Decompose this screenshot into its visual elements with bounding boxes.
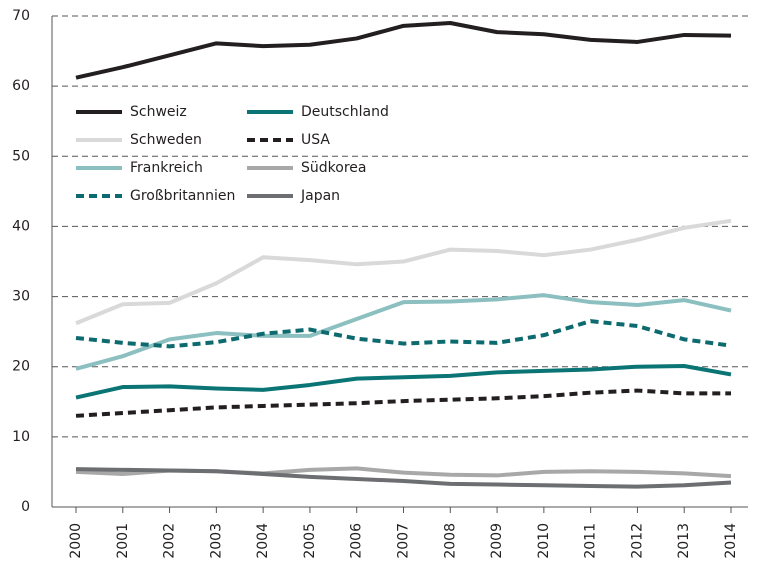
y-tick-label: 10 [12, 429, 30, 445]
x-tick-label: 2002 [162, 523, 178, 559]
x-tick-label: 2006 [349, 523, 365, 559]
x-tick-label: 2001 [115, 523, 131, 559]
series-line [75, 388, 731, 418]
x-tick-label: 2014 [723, 523, 739, 559]
legend-label: USA [301, 132, 330, 148]
series-line [75, 467, 732, 489]
legend-label: Deutschland [301, 104, 389, 120]
y-tick-label: 0 [21, 499, 30, 515]
series-line [75, 319, 732, 349]
y-tick-label: 60 [12, 78, 30, 94]
x-tick-label: 2013 [676, 523, 692, 559]
x-tick-label: 2008 [442, 523, 458, 559]
x-tick-label: 2004 [255, 523, 271, 559]
legend-label: Schweden [130, 132, 202, 148]
x-tick-label: 2010 [536, 523, 552, 559]
x-tick-label: 2003 [208, 523, 224, 559]
series-line [75, 293, 732, 371]
y-tick-label: 30 [12, 289, 30, 305]
series-line [75, 218, 732, 326]
x-tick-label: 2009 [489, 523, 505, 559]
series-line [75, 364, 732, 400]
legend-label: Südkorea [301, 160, 366, 176]
legend-label: Japan [300, 188, 340, 204]
x-tick-label: 2005 [302, 523, 318, 559]
legend-label: Großbritannien [130, 188, 235, 204]
x-tick-label: 2012 [629, 523, 645, 559]
x-tick-label: 2000 [68, 523, 84, 559]
x-tick-label: 2007 [396, 523, 412, 559]
y-tick-label: 20 [12, 359, 30, 375]
x-tick-label: 2011 [583, 523, 599, 559]
y-tick-label: 40 [12, 218, 30, 234]
y-tick-label: 70 [12, 8, 30, 24]
legend-label: Frankreich [130, 160, 203, 176]
legend-label: Schweiz [130, 104, 187, 120]
series-line [75, 21, 732, 80]
y-tick-label: 50 [12, 148, 30, 164]
